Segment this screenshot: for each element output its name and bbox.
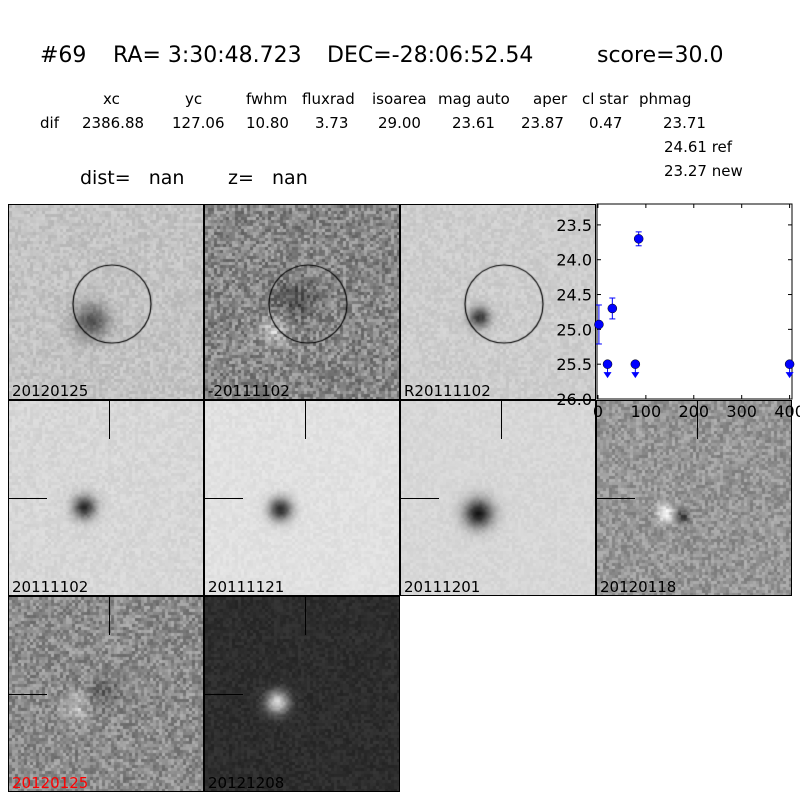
crosshair-horizontal: [9, 694, 47, 695]
data-point: [630, 359, 641, 369]
x-tick-label: 0: [593, 402, 603, 421]
new-mag: 23.27 new: [664, 162, 743, 180]
candidate-id: #69: [40, 43, 87, 68]
crosshair-horizontal: [401, 498, 439, 499]
upper-limit-arrow: [785, 372, 794, 379]
column-value: 23.87: [521, 114, 564, 132]
column-header: yc: [185, 90, 203, 108]
y-tick-label: 25.5: [556, 355, 592, 374]
column-value: 2386.88: [82, 114, 145, 132]
image-stamp: 20111102: [8, 400, 204, 596]
stamp-image: [401, 205, 595, 399]
crosshair-horizontal: [597, 498, 635, 499]
crosshair-horizontal: [9, 498, 47, 499]
x-tick-label: 300: [726, 402, 757, 421]
stamp-date-label: -20111102: [208, 382, 290, 400]
column-header: isoarea: [372, 90, 427, 108]
column-value: 29.00: [378, 114, 421, 132]
score: score=30.0: [597, 43, 724, 68]
upper-limit-arrow: [631, 372, 640, 379]
stamp-date-label: 20111102: [12, 578, 89, 596]
image-stamp: -20111102: [204, 204, 400, 400]
data-point: [633, 234, 644, 244]
crosshair-vertical: [109, 401, 110, 439]
column-value: 23.61: [452, 114, 495, 132]
column-header: aper: [533, 90, 568, 108]
image-stamp: R20111102: [400, 204, 596, 400]
image-stamp: 20120125: [8, 596, 204, 792]
stamp-image: [9, 205, 203, 399]
column-value: 10.80: [246, 114, 289, 132]
column-value: 0.47: [589, 114, 623, 132]
row-label: dif: [40, 114, 59, 132]
column-header: fluxrad: [302, 90, 355, 108]
crosshair-vertical: [305, 597, 306, 635]
crosshair-vertical: [501, 401, 502, 439]
x-tick-label: 100: [631, 402, 662, 421]
crosshair-vertical: [109, 597, 110, 635]
column-header: cl star: [582, 90, 629, 108]
image-stamp: 20111121: [204, 400, 400, 596]
column-header: phmag: [639, 90, 692, 108]
image-stamp: 20120118: [596, 400, 792, 596]
crosshair-vertical: [697, 401, 698, 439]
y-tick-label: 24.0: [556, 251, 592, 270]
stamp-date-label: 20120125: [12, 382, 89, 400]
y-tick-label: 26.0: [556, 390, 592, 409]
x-tick-label: 400: [774, 402, 800, 421]
z-value: z= nan: [228, 167, 308, 189]
column-value: 23.71: [663, 114, 706, 132]
crosshair-vertical: [305, 401, 306, 439]
ra-coordinate: RA= 3:30:48.723: [113, 43, 302, 68]
column-value: 127.06: [172, 114, 225, 132]
stamp-image: [205, 205, 399, 399]
upper-limit-arrow: [603, 372, 612, 379]
y-tick-label: 23.5: [556, 216, 592, 235]
data-point: [784, 359, 795, 369]
stamp-date-label: 20121208: [208, 774, 285, 792]
y-tick-label: 24.5: [556, 286, 592, 305]
crosshair-horizontal: [205, 694, 243, 695]
dec-coordinate: DEC=-28:06:52.54: [327, 43, 534, 68]
x-tick-label: 200: [679, 402, 710, 421]
column-header: fwhm: [246, 90, 288, 108]
stamp-date-label: 20120125: [12, 774, 89, 792]
data-point: [602, 359, 613, 369]
image-stamp: 20121208: [204, 596, 400, 792]
dist-value: dist= nan: [80, 167, 185, 189]
crosshair-horizontal: [205, 498, 243, 499]
image-stamp: 20111201: [400, 400, 596, 596]
data-point: [607, 303, 618, 314]
plot-area: [596, 203, 793, 400]
column-header: xc: [103, 90, 120, 108]
image-stamp: 20120125: [8, 204, 204, 400]
ref-mag: 24.61 ref: [664, 138, 733, 156]
stamp-date-label: 20120118: [600, 578, 677, 596]
stamp-date-label: R20111102: [404, 382, 491, 400]
column-header: mag auto: [438, 90, 510, 108]
stamp-date-label: 20111121: [208, 578, 285, 596]
column-value: 3.73: [315, 114, 349, 132]
y-tick-label: 25.0: [556, 320, 592, 339]
stamp-date-label: 20111201: [404, 578, 481, 596]
data-point: [594, 319, 604, 330]
